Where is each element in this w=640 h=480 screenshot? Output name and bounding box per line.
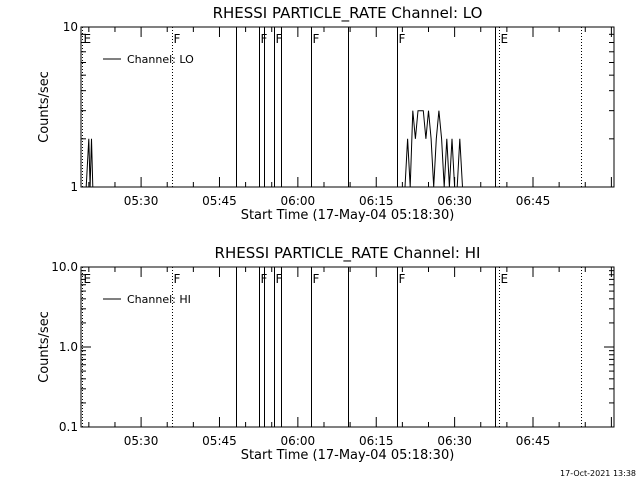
x-axis-label: Start Time (17-May-04 05:18:30) <box>241 208 455 223</box>
x-tick-label: 05:30 <box>124 194 159 208</box>
event-flag-label: F <box>174 272 181 286</box>
x-axis-label: Start Time (17-May-04 05:18:30) <box>241 448 455 463</box>
chart-panel-1: RHESSI PARTICLE_RATE Channel: LO 1 10 05:30… <box>37 4 615 223</box>
x-tick-label: 05:45 <box>202 194 237 208</box>
x-tick-label: 06:45 <box>516 194 551 208</box>
y-tick-label: 10 <box>63 20 78 34</box>
x-tick-label: 06:45 <box>516 434 551 448</box>
event-flag-label: F <box>276 272 283 286</box>
legend-label: Channel: LO <box>127 53 194 66</box>
x-tick-label: 06:30 <box>437 434 472 448</box>
y-axis-label: Counts/sec <box>37 71 52 143</box>
plot-timestamp: 17-Oct-2021 13:38 <box>560 469 636 478</box>
event-flag-label: F <box>174 32 181 46</box>
event-flag-label: F <box>313 32 320 46</box>
event-flag-label: F <box>399 32 406 46</box>
event-flag-label: F <box>313 272 320 286</box>
x-tick-label: 06:00 <box>281 194 316 208</box>
event-flag-label: F <box>276 32 283 46</box>
x-tick-label: 06:00 <box>281 434 316 448</box>
x-tick-label: 06:30 <box>437 194 472 208</box>
x-tick-label: 05:30 <box>124 434 159 448</box>
y-tick-label: 1.0 <box>59 340 78 354</box>
y-axis-label: Counts/sec <box>37 311 52 383</box>
plot-frame <box>80 26 615 188</box>
y-tick-label: 10.0 <box>51 260 78 274</box>
event-flag-label: E <box>84 272 92 286</box>
chart-panel-2: RHESSI PARTICLE_RATE Channel: HI 0.1 1.0 10… <box>37 244 615 463</box>
chart-title: RHESSI PARTICLE_RATE Channel: HI <box>215 244 481 263</box>
plot-frame <box>80 266 615 428</box>
event-flag-label: F <box>399 272 406 286</box>
event-flag-label: E <box>501 272 509 286</box>
event-flag-label: E <box>501 32 509 46</box>
y-tick-label: 1 <box>70 180 78 194</box>
x-tick-label: 06:15 <box>359 434 394 448</box>
chart-title: RHESSI PARTICLE_RATE Channel: LO <box>213 4 483 23</box>
x-tick-label: 05:45 <box>202 434 237 448</box>
y-tick-label: 0.1 <box>59 420 78 434</box>
event-flag-label: E <box>84 32 92 46</box>
x-tick-label: 06:15 <box>359 194 394 208</box>
series-line <box>85 110 463 188</box>
legend-label: Channel: HI <box>127 293 191 306</box>
